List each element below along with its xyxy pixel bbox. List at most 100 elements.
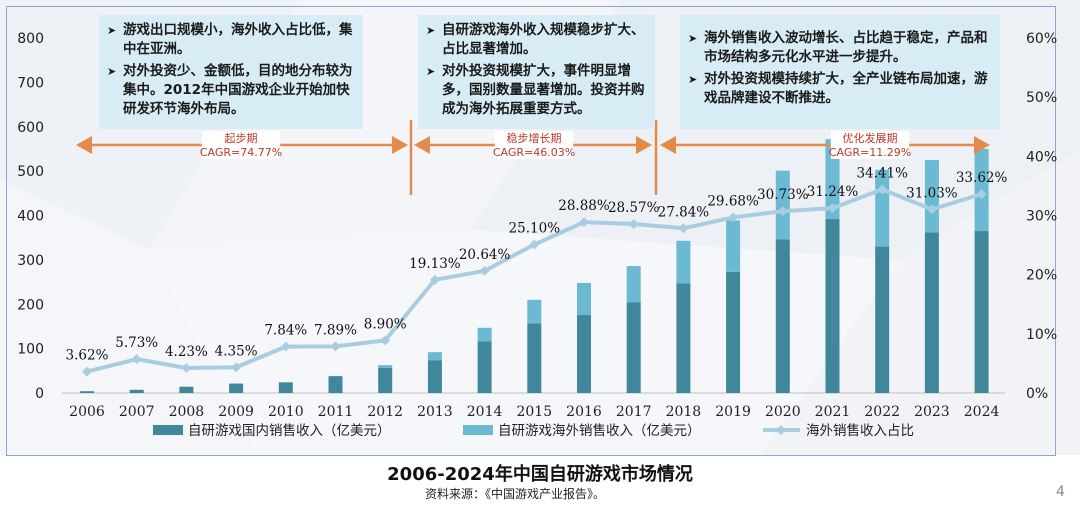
y-right-tick-label: 40% [1026, 149, 1057, 165]
x-tick-label: 2008 [169, 404, 205, 420]
bar-overseas [924, 160, 939, 233]
bar-domestic [179, 386, 194, 393]
bar-overseas [378, 365, 393, 368]
legend-label: 自研游戏海外销售收入（亿美元） [498, 423, 701, 439]
stage-arrow [660, 136, 990, 154]
bar-overseas [726, 220, 741, 272]
ratio-data-label: 3.62% [66, 348, 109, 364]
x-tick-label: 2014 [467, 404, 503, 420]
x-tick-label: 2023 [914, 404, 950, 420]
ratio-point [628, 218, 639, 229]
bar-domestic [129, 389, 144, 393]
bar-domestic [775, 239, 790, 393]
ratio-point [728, 212, 739, 223]
ratio-data-label: 33.62% [956, 170, 1008, 186]
bar-domestic [527, 323, 542, 393]
ratio-point [877, 184, 888, 195]
bar-domestic [626, 302, 641, 393]
ratio-point [82, 366, 92, 377]
legend-swatch-overseas [463, 425, 493, 435]
bar-overseas [527, 299, 542, 324]
bar-domestic [427, 360, 442, 393]
x-tick-label: 2022 [864, 404, 900, 420]
bar-overseas [427, 352, 442, 361]
bar-domestic [229, 383, 244, 393]
stage-name: 稳步增长期 [507, 131, 562, 145]
legend-ratio-marker [776, 425, 786, 435]
ratio-data-label: 27.84% [658, 204, 710, 220]
bullet-icon: ➤ [688, 32, 698, 45]
stage-label-bg [830, 131, 910, 159]
ratio-data-label: 8.90% [364, 316, 407, 332]
ratio-point [777, 206, 788, 217]
bar-domestic [825, 219, 840, 393]
page-number: 4 [1056, 484, 1065, 500]
ratio-point [380, 335, 391, 346]
bullet-icon: ➤ [107, 65, 117, 78]
ratio-point [827, 203, 838, 214]
bar-domestic [924, 232, 939, 393]
ratio-point [579, 217, 589, 228]
ratio-data-label: 29.68% [707, 193, 759, 209]
ratio-point [429, 274, 440, 285]
ratio-data-label: 20.64% [459, 247, 511, 263]
chart-title: 2006-2024年中国自研游戏市场情况 [387, 464, 693, 485]
ratio-data-label: 19.13% [409, 256, 461, 272]
source-note: 资料来源：《中国游戏产业报告》。 [424, 487, 605, 501]
y-right-tick-label: 10% [1026, 327, 1057, 343]
x-tick-label: 2012 [367, 404, 403, 420]
x-tick-label: 2011 [318, 404, 354, 420]
ratio-point [479, 265, 490, 276]
ratio-point [231, 362, 242, 373]
ratio-data-label: 34.41% [856, 165, 908, 181]
axes: 0 100 200 300 400 500 600 700 800 0% 10% 20% 30% 40% 5… [17, 31, 1057, 420]
bar-overseas [626, 266, 641, 303]
ratio-data-label: 4.35% [215, 343, 258, 359]
ratio-point [330, 341, 341, 352]
ratio-point [926, 204, 937, 215]
bar-domestic [974, 231, 989, 393]
note-stage-3: ➤ 海外销售收入波动增长、占比趋于稳定，产品和市场结构多元化水平进一步提升。 ➤ 对… [680, 15, 1000, 129]
y-right-tick-label: 0% [1026, 386, 1048, 402]
y-right-tick-label: 20% [1026, 268, 1057, 284]
y-left-tick-label: 400 [17, 209, 44, 225]
bar-domestic [278, 382, 293, 393]
bar-domestic [328, 376, 343, 393]
note-item: ➤ 对外投资规模持续扩大，全产业链布局加速，游戏品牌建设不断推进。 [688, 71, 988, 106]
legend-label: 海外销售收入占比 [806, 423, 914, 439]
x-tick-label: 2009 [218, 404, 254, 420]
stage-name: 起步期 [225, 132, 258, 145]
ratio-point [678, 223, 689, 234]
x-tick-label: 2019 [715, 404, 751, 420]
bullet-icon: ➤ [688, 73, 698, 86]
bar-domestic [875, 246, 890, 393]
bar-domestic [676, 283, 691, 393]
bar-overseas [577, 282, 591, 315]
legend-label: 自研游戏国内销售收入（亿美元） [188, 423, 391, 439]
y-left-tick-label: 100 [17, 342, 44, 358]
note-item: ➤ 对外投资规模扩大，事件明显增多，国别数量显著增加。投资并购成为海外拓展重要方式… [426, 63, 645, 117]
ratio-data-label: 7.84% [264, 323, 307, 339]
note-item: ➤ 游戏出口规模小，海外收入占比低，集中在亚洲。 [107, 22, 353, 57]
note-item: ➤ 自研游戏海外收入规模稳步扩大、占比显著增加。 [426, 22, 645, 57]
stage-cagr: CAGR=74.77% [200, 146, 282, 159]
y-right-tick-label: 30% [1026, 209, 1057, 225]
x-tick-label: 2016 [566, 404, 602, 420]
x-tick-label: 2010 [268, 404, 304, 420]
bullet-icon: ➤ [426, 65, 436, 78]
bar-domestic [477, 341, 492, 393]
bar-overseas [775, 170, 790, 240]
x-tick-label: 2021 [815, 404, 851, 420]
ratio-data-label: 7.89% [314, 322, 357, 338]
stage-name: 优化发展期 [843, 131, 898, 145]
y-left-tick-label: 200 [17, 297, 44, 313]
x-tick-label: 2007 [119, 404, 155, 420]
legend: 自研游戏国内销售收入（亿美元） 自研游戏海外销售收入（亿美元） 海外销售收入占比 [153, 423, 914, 439]
y-left-tick-label: 600 [17, 120, 44, 136]
stage-cagr: CAGR=11.29% [829, 146, 911, 159]
x-tick-label: 2018 [666, 404, 702, 420]
bar-overseas [825, 139, 840, 220]
ratio-data-label: 31.03% [906, 185, 958, 201]
